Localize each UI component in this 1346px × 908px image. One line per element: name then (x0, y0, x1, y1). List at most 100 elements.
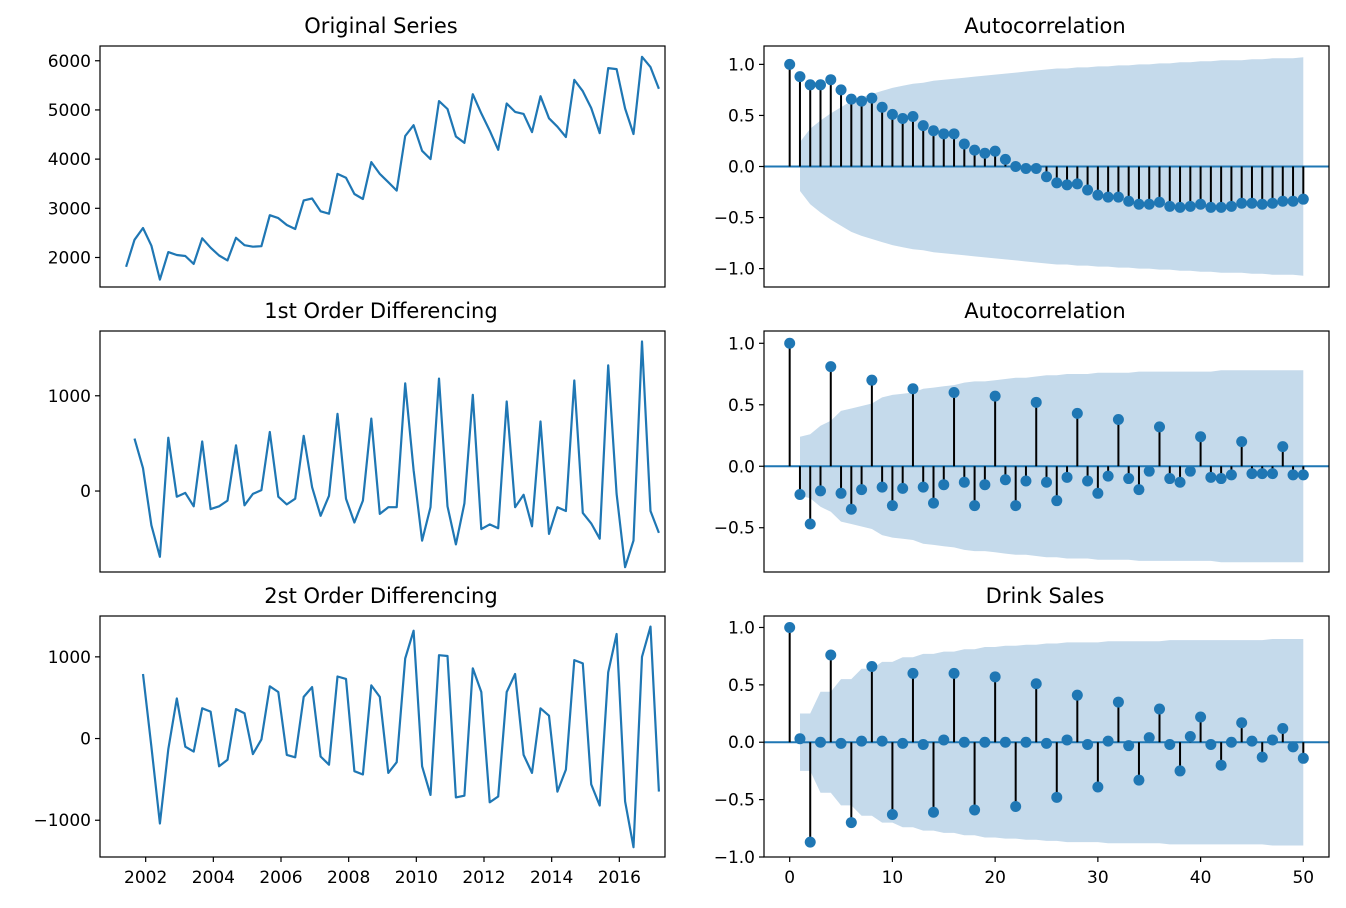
acf-point (886, 108, 898, 120)
panel-title: 2st Order Differencing (264, 584, 497, 608)
x-tick-label: 2004 (192, 868, 235, 888)
y-tick-label: −0.5 (714, 519, 755, 539)
acf-point (969, 804, 981, 816)
acf-point (1195, 431, 1207, 443)
acf-point (1277, 195, 1289, 207)
acf-point (856, 484, 868, 496)
y-tick-label: 0 (80, 730, 91, 750)
acf-point (1256, 468, 1268, 480)
y-tick-label: −1.0 (714, 848, 755, 868)
acf-point (825, 361, 837, 373)
acf-point (1164, 200, 1176, 212)
acf-point (866, 660, 878, 672)
acf-point (928, 497, 939, 509)
acf-point (1133, 774, 1145, 786)
acf-point (1123, 195, 1135, 207)
acf-point (1082, 184, 1094, 196)
acf-point (794, 733, 806, 745)
acf-point (825, 74, 837, 86)
series-line (125, 55, 660, 281)
acf-point (1082, 475, 1094, 487)
y-tick-label: 6000 (48, 52, 91, 72)
acf-point (1246, 468, 1258, 480)
acf-point (1061, 734, 1073, 746)
acf-point (1112, 191, 1124, 203)
acf-point (1297, 193, 1309, 205)
acf-point (794, 489, 806, 501)
acf-point (1082, 739, 1094, 751)
acf-point (825, 649, 837, 661)
acf-point (917, 739, 929, 751)
acf-point (1297, 469, 1309, 481)
axes-frame (763, 330, 1330, 573)
acf-point (1154, 703, 1165, 715)
acf-point (1184, 731, 1196, 742)
acf-point (1205, 471, 1217, 483)
acf-point (856, 735, 868, 747)
y-tick-label: 0.5 (728, 106, 755, 126)
plot-area (764, 57, 1329, 276)
acf-point (969, 500, 981, 512)
acf-point (979, 147, 991, 159)
acf-point (1051, 177, 1063, 189)
acf-point (1225, 200, 1237, 212)
x-tick-label: 2002 (124, 868, 167, 888)
x-tick-label: 2014 (530, 868, 573, 888)
acf-point (1092, 487, 1104, 499)
acf-point (958, 476, 970, 488)
acf-point (784, 621, 796, 633)
acf-point (1112, 696, 1124, 708)
acf-point (1287, 741, 1299, 753)
acf-point (1246, 735, 1258, 747)
y-tick-label: 1000 (48, 648, 91, 668)
acf-point (1174, 476, 1186, 488)
plot-area (125, 55, 660, 281)
x-tick-label: 0 (784, 868, 795, 888)
acf-point (804, 518, 816, 530)
acf-point (1287, 195, 1299, 207)
acf-point (1061, 179, 1073, 191)
acf-point (1010, 500, 1022, 512)
acf-point (1071, 178, 1083, 190)
panel-title: Autocorrelation (964, 299, 1125, 323)
acf-point (1133, 198, 1145, 210)
plot-area (141, 625, 660, 849)
acf-point (845, 503, 857, 515)
x-tick-label: 10 (882, 868, 904, 888)
acf-point (1246, 197, 1258, 209)
acf-point (1236, 197, 1248, 209)
acf-point (948, 386, 960, 398)
acf-point (856, 95, 868, 107)
y-tick-label: 0.0 (728, 733, 755, 753)
second-order-differencing-panel: 2st Order Differencing −1000 0 1000 2002 200… (33, 584, 666, 888)
acf-point (1236, 717, 1248, 729)
acf-point (1215, 201, 1227, 213)
acf-point (907, 383, 919, 395)
acf-point (1041, 737, 1052, 749)
panel-title: Original Series (304, 14, 457, 38)
acf-point (1205, 201, 1217, 213)
acf-point (886, 500, 898, 512)
first-order-differencing-panel: 1st Order Differencing 0 1000 (48, 299, 666, 573)
x-tick-label: 2016 (598, 868, 641, 888)
acf-point (989, 390, 1001, 402)
y-tick-label: 1.0 (728, 55, 755, 75)
acf-point (1123, 740, 1135, 752)
acf-point (1112, 414, 1124, 426)
plot-area (764, 621, 1329, 848)
acf-point (989, 671, 1001, 683)
x-tick-label: 2008 (327, 868, 370, 888)
acf-point (1010, 161, 1022, 172)
acf-point (948, 667, 960, 679)
acf-point (835, 487, 847, 499)
acf-point (876, 101, 888, 113)
acf-point (1277, 722, 1289, 734)
y-tick-label: 3000 (48, 199, 91, 219)
acf-point (979, 479, 991, 491)
acf-point (1267, 734, 1278, 746)
acf-point (1092, 781, 1104, 793)
acf-point (999, 474, 1011, 486)
acf-point (1154, 421, 1165, 433)
y-tick-label: −0.5 (714, 791, 755, 811)
acf-point (1123, 473, 1135, 485)
